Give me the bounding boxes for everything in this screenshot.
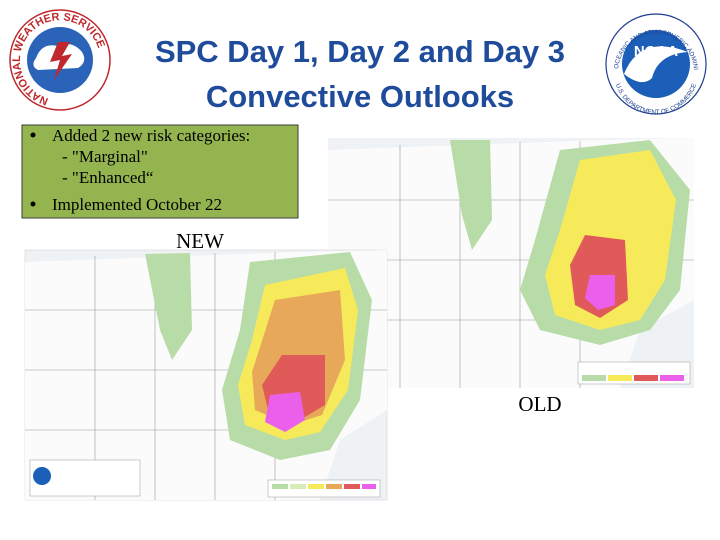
info-box: Added 2 new risk categories: - "Marginal… [21, 124, 299, 219]
legend-swatch [608, 375, 632, 381]
bullet-text: Implemented October 22 [52, 195, 222, 214]
bullet-text: Added 2 new risk categories: [52, 126, 250, 145]
legend-swatch [326, 484, 342, 489]
bullet-marker [30, 132, 36, 138]
legend-swatch [582, 375, 606, 381]
legend-swatch [272, 484, 288, 489]
old-label: OLD [518, 392, 561, 416]
new-map [24, 249, 388, 501]
title-line: Convective Outlooks [206, 79, 514, 114]
legend-swatch [290, 484, 306, 489]
legend-swatch [660, 375, 684, 381]
nws-logo: NATIONAL WEATHER SERVICE [9, 9, 111, 111]
new-label: NEW [176, 229, 224, 253]
legend-swatch [634, 375, 658, 381]
legend-swatch [344, 484, 360, 489]
bullet-subitem: - "Enhanced“ [62, 168, 153, 187]
old-map [328, 138, 694, 388]
title-line: SPC Day 1, Day 2 and Day 3 [155, 34, 565, 69]
legend-swatch [308, 484, 324, 489]
bullet-subitem: - "Marginal" [62, 147, 148, 166]
noaa-text: NOAA [634, 43, 678, 60]
legend-swatch [362, 484, 376, 489]
bullet-marker [30, 201, 36, 207]
